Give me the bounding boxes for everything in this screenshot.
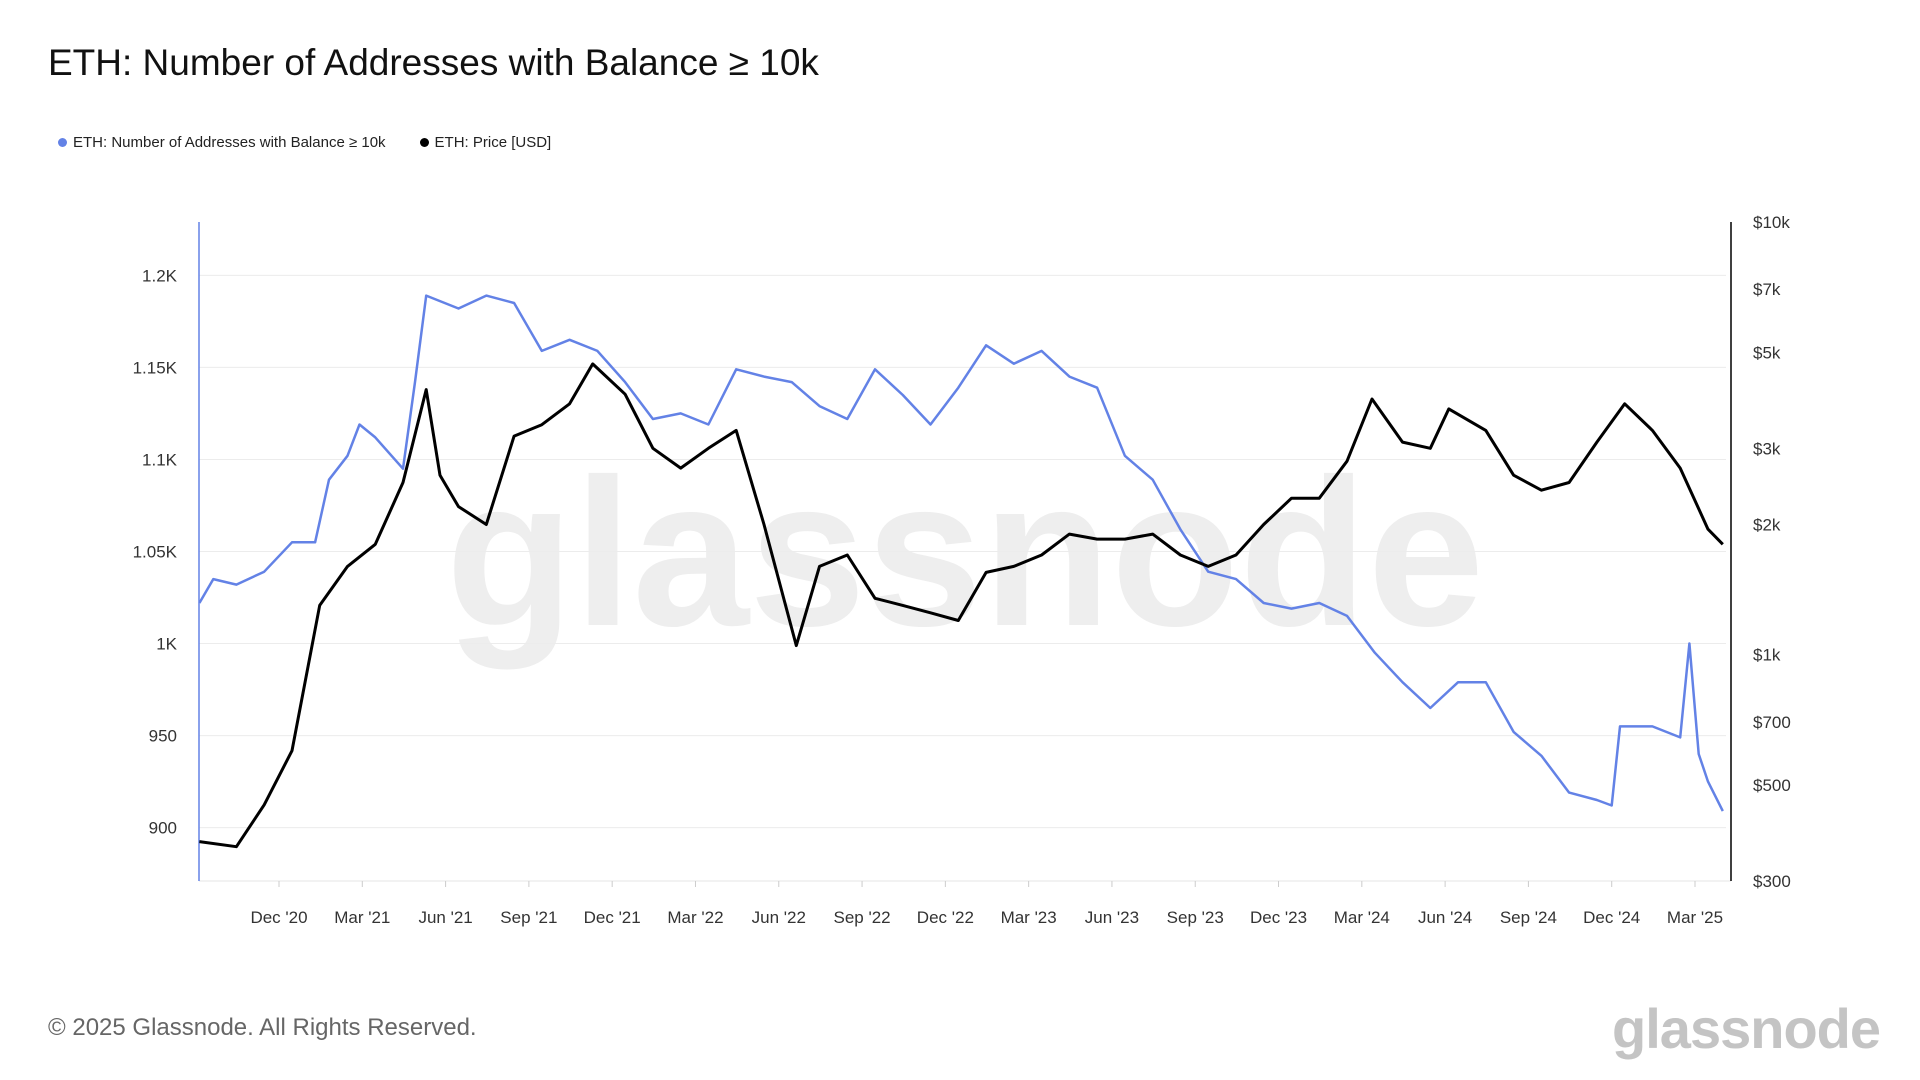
y-left-tick-label: 1.2K (142, 266, 178, 285)
x-tick-label: Mar '21 (334, 908, 390, 927)
chart-title: ETH: Number of Addresses with Balance ≥ … (48, 42, 819, 83)
legend-dot-icon (419, 138, 429, 147)
y-right-tick-label: $1k (1753, 646, 1781, 665)
chart-legend: ETH: Number of Addresses with Balance ≥ … (58, 134, 551, 151)
legend-item-addresses[interactable]: ETH: Number of Addresses with Balance ≥ … (58, 134, 386, 151)
y-right-tick-label: $10k (1753, 213, 1790, 232)
x-tick-label: Jun '21 (418, 908, 472, 927)
y-right-tick-label: $500 (1753, 776, 1791, 795)
y-left-tick-label: 1.1K (142, 450, 178, 469)
x-tick-label: Dec '24 (1583, 908, 1640, 927)
x-tick-label: Jun '24 (1418, 908, 1472, 927)
x-tick-label: Dec '20 (250, 908, 307, 927)
x-tick-label: Sep '24 (1500, 908, 1557, 927)
x-tick-label: Sep '22 (833, 908, 890, 927)
x-tick-label: Sep '21 (500, 908, 557, 927)
y-left-tick-label: 1K (156, 635, 177, 654)
y-right-tick-label: $5k (1753, 343, 1781, 362)
x-tick-label: Dec '22 (917, 908, 974, 927)
y-left-tick-label: 950 (149, 727, 177, 746)
glassnode-logo: glassnode (1612, 997, 1881, 1060)
watermark: glassnode (446, 435, 1485, 670)
copyright-footer: © 2025 Glassnode. All Rights Reserved. (48, 1014, 477, 1041)
x-tick-label: Sep '23 (1167, 908, 1224, 927)
x-tick-label: Dec '23 (1250, 908, 1307, 927)
legend-dot-icon (58, 138, 67, 147)
x-tick-label: Mar '22 (667, 908, 723, 927)
x-tick-label: Mar '25 (1667, 908, 1723, 927)
x-tick-label: Dec '21 (584, 908, 641, 927)
x-tick-label: Jun '22 (752, 908, 806, 927)
y-right-tick-label: $7k (1753, 280, 1781, 299)
x-tick-label: Jun '23 (1085, 908, 1139, 927)
y-right-tick-label: $3k (1753, 439, 1781, 458)
legend-label: ETH: Price [USD] (434, 134, 552, 151)
legend-item-price[interactable]: ETH: Price [USD] (419, 134, 552, 151)
y-left-tick-label: 900 (149, 819, 177, 838)
y-right-tick-label: $2k (1753, 515, 1781, 534)
x-tick-label: Mar '24 (1334, 908, 1390, 927)
y-left-tick-label: 1.05K (133, 543, 178, 562)
legend-label: ETH: Number of Addresses with Balance ≥ … (73, 134, 386, 151)
x-tick-label: Mar '23 (1001, 908, 1057, 927)
y-left-tick-label: 1.15K (133, 358, 178, 377)
y-right-tick-label: $700 (1753, 713, 1791, 732)
y-right-tick-label: $300 (1753, 872, 1791, 891)
